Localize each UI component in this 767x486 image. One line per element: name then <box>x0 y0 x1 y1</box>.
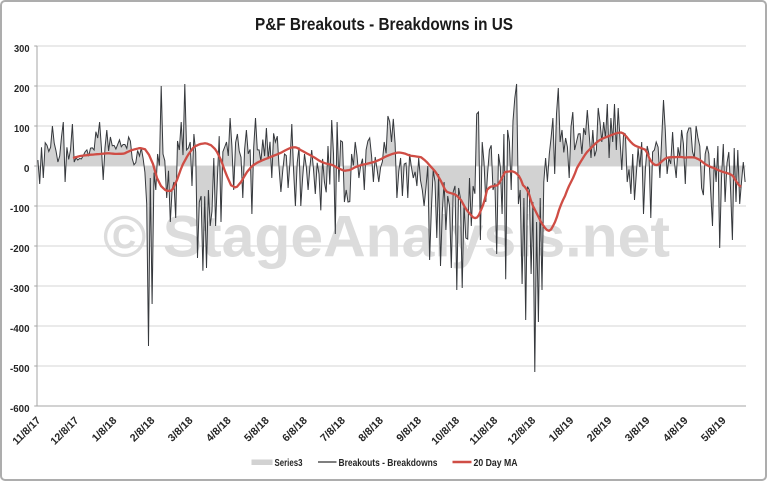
svg-text:-200: -200 <box>10 244 30 255</box>
svg-text:© StageAnalysis.net: © StageAnalysis.net <box>103 205 670 270</box>
svg-text:-400: -400 <box>10 324 30 335</box>
svg-text:P&F Breakouts - Breakdowns in: P&F Breakouts - Breakdowns in US <box>255 14 513 34</box>
svg-text:-600: -600 <box>10 404 30 415</box>
svg-text:200: 200 <box>14 84 30 95</box>
svg-text:-300: -300 <box>10 284 30 295</box>
svg-text:100: 100 <box>14 124 30 135</box>
svg-text:-500: -500 <box>10 364 30 375</box>
svg-text:300: 300 <box>14 44 30 55</box>
svg-text:20 Day MA: 20 Day MA <box>474 457 518 469</box>
svg-text:0: 0 <box>24 164 30 175</box>
svg-text:-100: -100 <box>10 204 30 215</box>
svg-text:Breakouts - Breakdowns: Breakouts - Breakdowns <box>339 457 438 469</box>
svg-text:Series3: Series3 <box>275 457 303 469</box>
